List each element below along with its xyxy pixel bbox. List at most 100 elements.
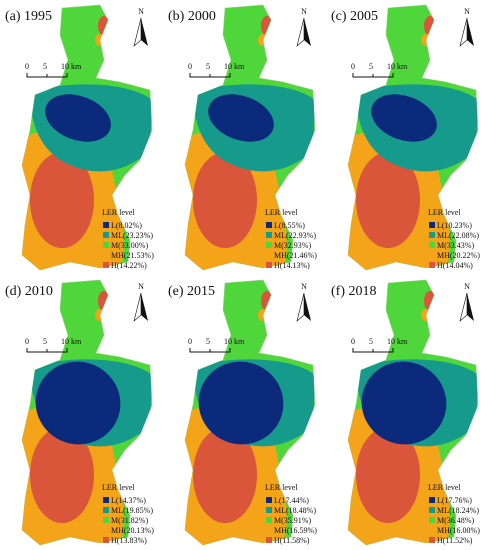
legend-label: ML(22.93%) — [274, 231, 316, 240]
legend-label: H(11.58%) — [274, 536, 310, 545]
scale-label: 10 km — [387, 62, 408, 71]
scale-label: 5 — [43, 62, 47, 71]
north-label: N — [464, 7, 470, 16]
north-arrow-half — [459, 17, 468, 47]
legend-swatch — [103, 527, 109, 533]
scale-label: 0 — [351, 337, 355, 346]
legend-swatch — [429, 537, 435, 543]
legend-title: LER level — [428, 208, 461, 217]
scale-bar — [26, 348, 68, 353]
legend-swatch — [103, 222, 109, 228]
scale-label: 5 — [369, 337, 373, 346]
zone-l — [198, 361, 284, 445]
scale-label: 10 km — [61, 337, 82, 346]
legend-swatch — [266, 507, 272, 513]
legend-swatch — [103, 232, 109, 238]
legend-label: M(35.91%) — [274, 516, 311, 525]
legend-label: H(13.83%) — [111, 536, 147, 545]
scale-bar — [352, 73, 394, 78]
legend-title: LER level — [265, 483, 298, 492]
legend-label: ML(18.24%) — [437, 506, 479, 515]
zone-l — [35, 361, 121, 445]
zone-h-top — [424, 16, 436, 36]
legend-label: M(36.48%) — [437, 516, 474, 525]
scale-bar — [189, 73, 231, 78]
legend-label: H(14.13%) — [274, 261, 310, 270]
zone-mh-top — [421, 34, 431, 46]
legend-swatch — [103, 252, 109, 258]
legend-swatch — [266, 537, 272, 543]
legend-swatch — [429, 252, 435, 258]
legend-swatch — [103, 517, 109, 523]
scale-label: 10 km — [224, 337, 245, 346]
scale-bar — [26, 73, 68, 78]
scale-label: 10 km — [61, 62, 82, 71]
legend-label: M(33.00%) — [111, 241, 148, 250]
legend-label: MH(16.00%) — [437, 526, 480, 535]
scale-label: 5 — [206, 62, 210, 71]
zone-h — [193, 152, 257, 248]
zone-mh-top — [258, 309, 268, 321]
north-label: N — [301, 282, 307, 291]
zone-mh-top — [421, 309, 431, 321]
legend-swatch — [266, 497, 272, 503]
scale-label: 0 — [25, 337, 29, 346]
zone-h — [30, 152, 94, 248]
legend-label: L(8.02%) — [111, 221, 142, 230]
legend-swatch — [429, 262, 435, 268]
legend-title: LER level — [102, 208, 135, 217]
legend-swatch — [266, 517, 272, 523]
legend-swatch — [103, 497, 109, 503]
north-arrow-half — [133, 17, 142, 47]
north-arrow-half — [296, 17, 305, 47]
legend-label: ML(23.23%) — [111, 231, 153, 240]
legend-label: MH(16.59%) — [274, 526, 317, 535]
zone-h-top — [98, 16, 110, 36]
legend-title: LER level — [102, 483, 135, 492]
legend-label: MH(20.22%) — [437, 251, 480, 260]
zone-l — [45, 94, 111, 142]
legend-label: H(14.04%) — [437, 261, 473, 270]
panel-label: (b) 2000 — [168, 9, 216, 24]
panel-label: (c) 2005 — [331, 9, 378, 24]
legend-label: L(14.37%) — [111, 496, 146, 505]
legend-swatch — [429, 497, 435, 503]
legend-swatch — [429, 517, 435, 523]
legend-swatch — [103, 242, 109, 248]
legend-swatch — [103, 262, 109, 268]
zones — [22, 16, 152, 270]
legend-swatch — [266, 222, 272, 228]
zone-l — [371, 94, 437, 142]
zones — [348, 291, 478, 545]
north-arrow-half — [459, 292, 468, 322]
north-arrow-half — [133, 292, 142, 322]
legend-label: M(32.93%) — [274, 241, 311, 250]
zone-h-top — [98, 291, 110, 311]
zone-h — [356, 152, 420, 248]
legend-swatch — [103, 537, 109, 543]
legend-label: L(17.76%) — [437, 496, 472, 505]
zone-l — [361, 361, 447, 445]
north-label: N — [301, 7, 307, 16]
map-panel: (d) 2010 N 0 5 10 km LER level L(14.37%)ML(19.… — [5, 279, 154, 546]
zones — [185, 16, 315, 270]
legend-label: MH(21.53%) — [111, 251, 154, 260]
map-panel: (f) 2018 N 0 5 10 km LER level L(17.76%)ML(18.… — [331, 279, 480, 546]
north-arrow-half — [296, 292, 305, 322]
legend-label: ML(18.48%) — [274, 506, 316, 515]
legend-swatch — [266, 262, 272, 268]
scale-label: 10 km — [387, 337, 408, 346]
zone-mh-top — [258, 34, 268, 46]
scale-label: 5 — [43, 337, 47, 346]
scale-label: 0 — [188, 62, 192, 71]
map-panel: (b) 2000 N 0 5 10 km LER level L(8.55%)ML(22.9… — [168, 4, 317, 271]
zone-h-top — [424, 291, 436, 311]
zone-h — [30, 427, 94, 523]
scale-label: 0 — [25, 62, 29, 71]
panel-label: (f) 2018 — [331, 284, 377, 299]
zones — [185, 291, 315, 545]
legend-swatch — [429, 507, 435, 513]
legend-label: MH(20.13%) — [111, 526, 154, 535]
legend-swatch — [266, 527, 272, 533]
legend-label: M(33.43%) — [437, 241, 474, 250]
